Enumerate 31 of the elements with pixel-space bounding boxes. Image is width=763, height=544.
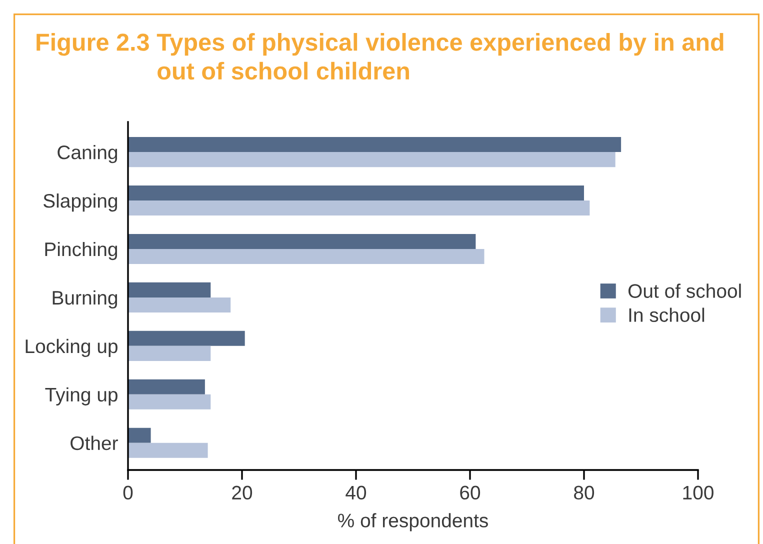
bar [128, 185, 584, 201]
bar [128, 282, 211, 298]
bar [128, 200, 590, 216]
y-tick-label: Other [70, 436, 118, 450]
bar [128, 346, 211, 361]
x-tick-label: 100 [683, 486, 714, 500]
x-tick-label: 40 [346, 486, 366, 500]
y-tick-label: Locking up [26, 338, 118, 357]
bar [128, 428, 151, 443]
bar [128, 248, 484, 264]
x-axis-title: % of respondents [338, 513, 488, 532]
bar [128, 297, 231, 312]
legend-label: In school [629, 308, 704, 322]
x-tick-label: 0 [123, 486, 133, 500]
x-tick-label: 80 [574, 486, 594, 500]
y-tick-label: Caning [58, 145, 118, 164]
y-tick-label: Pinching [45, 242, 118, 260]
bar [128, 330, 245, 346]
bar [128, 137, 622, 152]
x-tick-label: 60 [460, 486, 480, 500]
y-tick-label: Tying up [45, 387, 118, 406]
legend-label: Out of school [628, 284, 741, 298]
bar [128, 234, 476, 249]
chart-title: Figure 2.3 Types of physical violence experienced by in and out of school children [36, 33, 724, 80]
y-tick-label: Burning [52, 290, 118, 309]
bar [128, 379, 205, 394]
bar [128, 442, 208, 458]
y-tick-label: Slapping [43, 193, 118, 212]
x-tick-label: 20 [232, 486, 252, 500]
bar [128, 152, 616, 168]
bar [128, 394, 211, 410]
